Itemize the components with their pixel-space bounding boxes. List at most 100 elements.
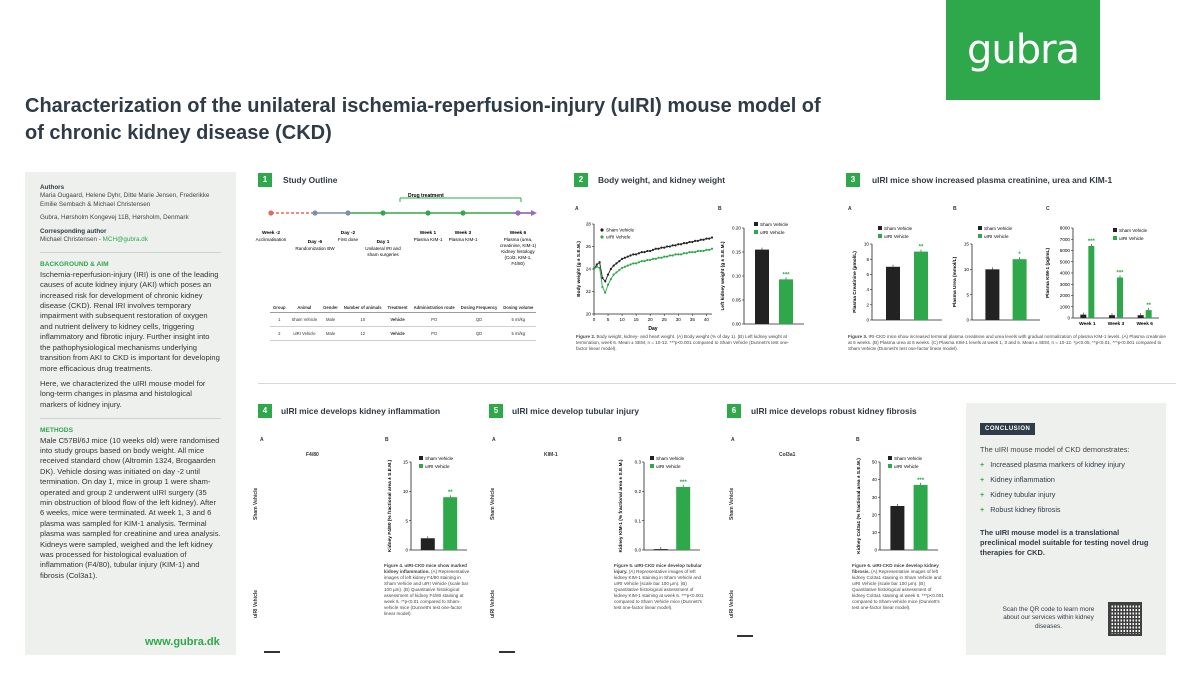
data-point: [637, 261, 641, 264]
legend-label: Sham Vehicle: [884, 226, 913, 231]
corr-email-link[interactable]: MCH@gubra.dk: [102, 236, 148, 244]
timeline-point: [380, 210, 386, 216]
f480-stain-label: F4/80: [306, 452, 319, 458]
section-5-title: uIRI mice develop tubular injury: [512, 406, 640, 416]
legend-swatch: [888, 464, 892, 468]
y-tick-label: 0.05: [732, 298, 741, 303]
y-tick-label: 0: [966, 318, 969, 323]
conclusion-item: + Robust kidney fibrosis: [980, 505, 1152, 514]
y-tick-label: 0.0: [635, 548, 642, 553]
table-cell: Sham Vehicle: [288, 312, 321, 327]
table-cell: Vehicle: [384, 312, 411, 327]
table-cell: 5 ml/kg: [500, 326, 537, 341]
legend-label: Sham Vehicle: [1119, 228, 1148, 233]
timeline-day: Day -6: [308, 239, 323, 245]
significance-label: **: [448, 490, 453, 496]
logo-text: gubra: [966, 27, 1080, 73]
bar: [985, 269, 1000, 320]
data-point: [682, 242, 686, 245]
bar: [1012, 259, 1027, 320]
y-tick-label: 0.3: [635, 460, 642, 465]
data-point: [654, 247, 657, 250]
data-point: [643, 251, 646, 254]
urea-chart: 0 5 10 15 Plasma Urea (mmol/L) * Sham Vehicle u…: [952, 226, 1040, 323]
data-point: [604, 280, 607, 283]
data-point: [601, 276, 604, 280]
data-point: [677, 243, 680, 246]
legend-swatch: [419, 464, 423, 468]
y-tick-label: 0: [405, 548, 408, 553]
creatinine-chart: 0 2 4 6 8 10 Plasma Creatinine (µmol/L) ** Sham …: [852, 226, 942, 323]
panel-4b-label: B: [385, 437, 389, 443]
data-point: [629, 254, 632, 257]
background-text: Ischemia-reperfusion-injury (IRI) is one…: [40, 269, 220, 373]
x-tick-label: 20: [648, 317, 654, 322]
poster-title: Characterization of the unilateral ische…: [25, 95, 821, 144]
timeline-point: [460, 210, 466, 216]
timeline-day: Week 1: [420, 230, 437, 236]
data-point: [615, 271, 618, 274]
timeline-day: Week -2: [262, 230, 280, 236]
panel-3c-label: C: [1046, 206, 1050, 212]
timeline-point: [515, 210, 521, 216]
data-point: [649, 258, 652, 262]
bar: [755, 249, 769, 324]
data-point: [623, 256, 627, 259]
study-table-body: 1 Sham Vehicle Male 10 Vehicle PO QD 5 ml/kg 2 uI…: [270, 312, 537, 341]
legend-label: uIRI Vehicle: [984, 234, 1009, 239]
data-point: [606, 273, 610, 276]
y-tick-label: 6: [866, 272, 869, 277]
section-1-number: 1: [258, 173, 272, 187]
table-header-cell: Treatment: [384, 303, 411, 313]
timeline-desc: Plasma KIM-1: [414, 237, 443, 242]
data-point: [710, 247, 714, 250]
website-link[interactable]: www.gubra.dk: [145, 635, 220, 648]
y-tick-label: 4000: [1060, 271, 1071, 276]
methods-heading: METHODS: [40, 427, 73, 435]
data-point: [601, 285, 604, 289]
panel-6a-label: A: [731, 437, 735, 443]
y-axis-label: Kidney Col3a1 (% fractional area ± S.E.M…: [856, 458, 862, 554]
legend-label: uIRI Vehicle: [606, 235, 631, 240]
significance-label: *: [1018, 252, 1021, 258]
legend-swatch: [419, 456, 423, 460]
conclusion-item-text: Robust kidney fibrosis: [990, 505, 1061, 514]
data-point: [710, 236, 714, 239]
data-point: [615, 262, 618, 265]
legend-swatch: [600, 228, 604, 232]
affiliation: Gubra, Hørsholm Kongevej 11B, Hørsholm, …: [40, 214, 189, 222]
y-tick-label: 0: [866, 318, 869, 323]
y-tick-label: 10: [872, 530, 878, 535]
f480-chart: 0 5 10 15 Kidney F4/80 (% fractional area ± …: [387, 456, 467, 553]
x-tick-label: 15: [634, 317, 640, 322]
bar: [886, 266, 900, 320]
x-tick-label: 5: [607, 317, 610, 322]
data-point: [705, 237, 708, 240]
data-point: [674, 244, 677, 247]
conclusion-item: + Increased plasma markers of kidney inju…: [980, 460, 1152, 469]
legend-label: Sham Vehicle: [425, 456, 454, 461]
section-6-number: 6: [727, 404, 741, 418]
figure-4-caption: Figure 4. uIRI-CKD mice show marked kidn…: [384, 563, 474, 617]
y-tick-label: 26: [586, 244, 592, 249]
panel-4a-label: A: [260, 437, 264, 443]
legend-swatch: [600, 235, 604, 239]
bar: [1109, 315, 1115, 318]
y-tick-label: 20: [586, 312, 592, 317]
significance-label: ***: [782, 272, 790, 278]
significance-label: ***: [1116, 271, 1124, 277]
y-tick-label: 28: [586, 222, 592, 227]
data-point: [660, 246, 663, 249]
corr-name: Michael Christensen -: [40, 236, 103, 244]
kim1-row-sham: Sham Vehicle: [490, 487, 496, 520]
qr-code-icon[interactable]: [1108, 602, 1142, 636]
table-cell: Vehicle: [384, 326, 411, 341]
plus-icon: +: [980, 490, 985, 499]
y-tick-label: 0.2: [635, 489, 642, 494]
data-point: [640, 260, 643, 263]
bar: [914, 251, 928, 320]
timeline-point: [312, 210, 318, 216]
data-point: [654, 257, 657, 260]
legend-label: uIRI Vehicle: [894, 464, 919, 469]
